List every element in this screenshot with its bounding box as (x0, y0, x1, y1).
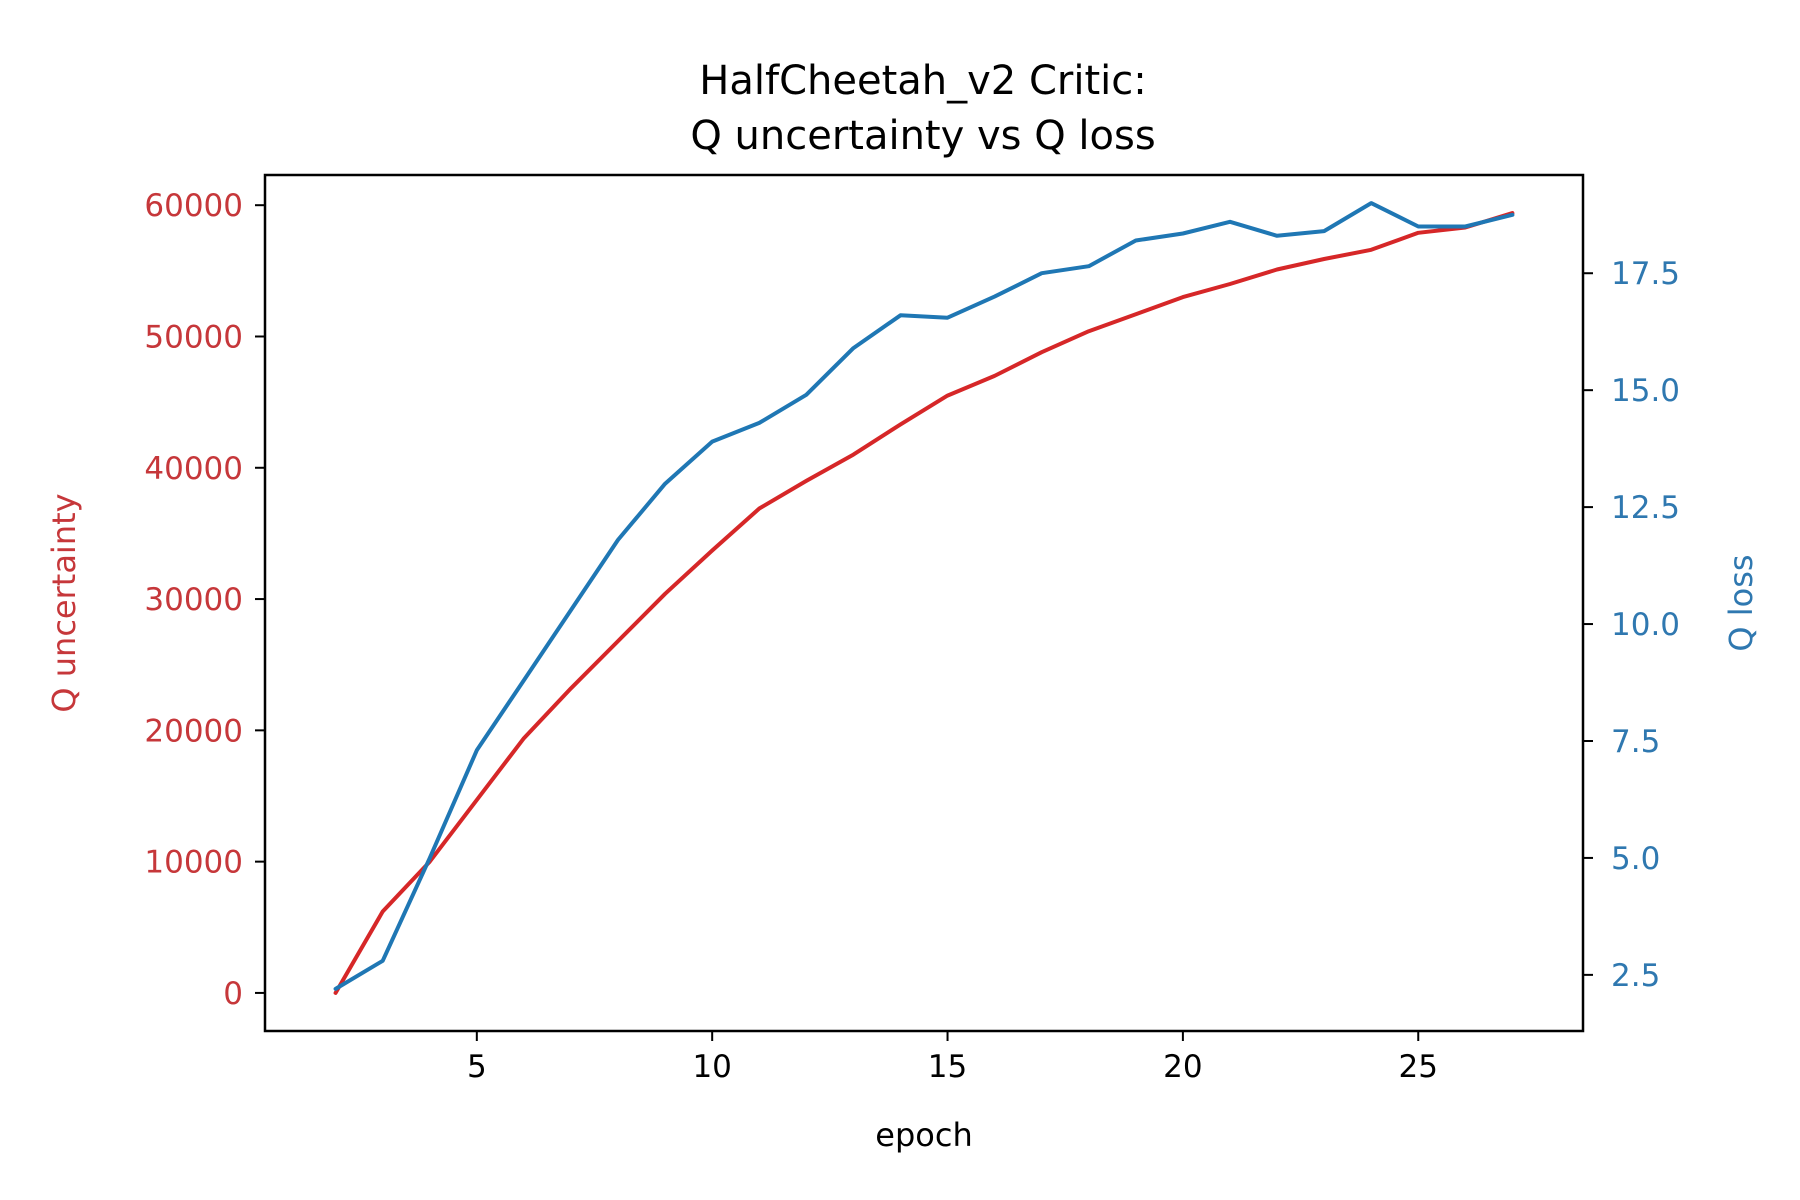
y-left-tick-label: 30000 (144, 582, 243, 618)
x-tick-label: 25 (1399, 1049, 1438, 1085)
plot-frame (263, 173, 1585, 1033)
y-right-tick-label: 15.0 (1611, 373, 1680, 409)
y-axis-label-right: Q loss (1722, 554, 1760, 651)
y-right-tick-label: 10.0 (1611, 607, 1680, 643)
y-left-tick-label: 50000 (144, 319, 243, 355)
chart-title: HalfCheetah_v2 Critic: (699, 58, 1146, 104)
y-right-tick-label: 17.5 (1611, 256, 1680, 292)
y-right-tick-label: 2.5 (1611, 958, 1660, 994)
x-tick-label: 15 (928, 1049, 967, 1085)
y-left-tick-label: 60000 (144, 188, 243, 224)
series-line-q-loss (333, 201, 1515, 991)
x-tick-label: 5 (467, 1049, 487, 1085)
y-left-tick-label: 20000 (144, 713, 243, 749)
x-axis-label: epoch (875, 1116, 972, 1154)
y-right-tick-label: 5.0 (1611, 841, 1660, 877)
x-tick-label: 20 (1163, 1049, 1202, 1085)
y-left-tick-label: 40000 (144, 451, 243, 487)
series-line-q-uncertainty (333, 211, 1515, 995)
y-axis-label-left: Q uncertainty (45, 493, 83, 712)
y-left-tick-label: 10000 (144, 845, 243, 881)
x-tick-label: 10 (692, 1049, 731, 1085)
y-left-tick-label: 0 (223, 976, 243, 1012)
chart-subtitle: Q uncertainty vs Q loss (690, 113, 1155, 159)
y-right-tick-label: 7.5 (1611, 724, 1660, 760)
y-right-tick-label: 12.5 (1611, 490, 1680, 526)
